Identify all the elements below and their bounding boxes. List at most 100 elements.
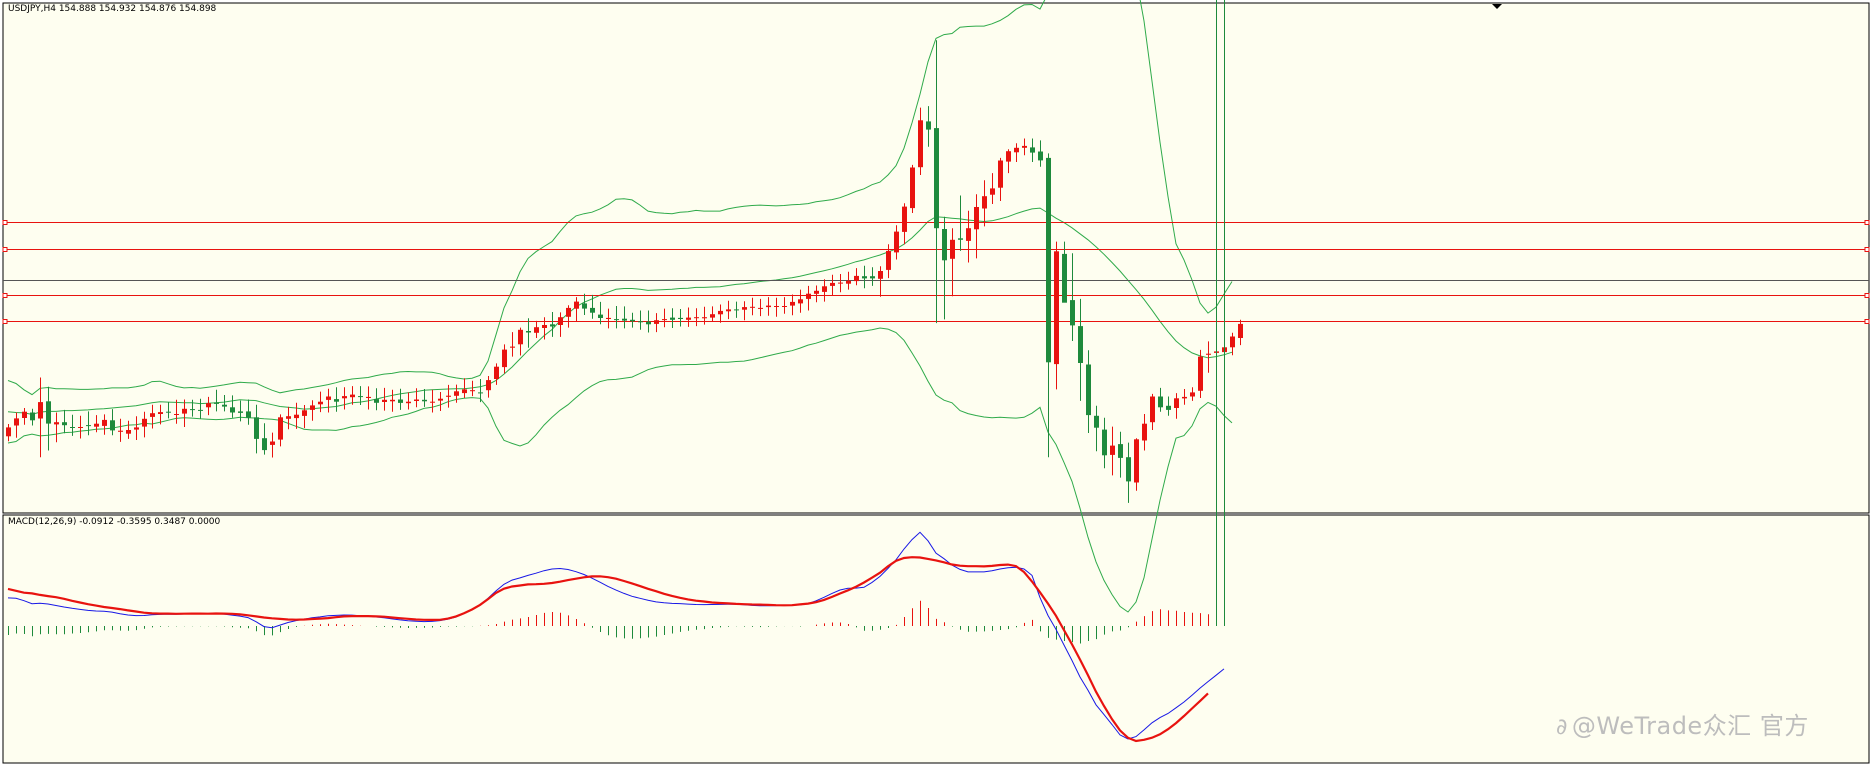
candle-body [110,420,115,431]
weibo-logo-icon: ∂ [1556,715,1568,740]
candle-body [182,408,187,414]
candle-body [502,349,507,368]
candle-body [670,317,675,320]
candle-body [702,317,707,319]
candle-body [638,321,643,323]
candle-body [582,303,587,309]
candle-body [142,418,147,427]
candle-body [654,320,659,324]
candle-body [558,317,563,325]
candle-body [38,402,43,419]
candle-body [1118,444,1123,458]
candle-body [526,331,531,333]
candle-body [406,401,411,404]
candle-body [334,399,339,402]
candle-body [574,301,579,309]
candle-body [318,401,323,405]
candle-body [1070,300,1075,326]
candle-body [894,231,899,253]
candle-body [870,276,875,279]
symbol-header: USDJPY,H4 154.888 154.932 154.876 154.89… [8,4,217,14]
level-handle-left-1[interactable] [2,220,8,225]
candle-body [94,423,99,427]
candle-body [1182,396,1187,399]
candle-body [622,318,627,321]
bollinger-upper-line [7,0,1233,396]
candle-body [718,310,723,315]
candle-body [430,401,435,403]
candle-body [470,390,475,392]
chart-shift-marker-icon[interactable] [1492,4,1502,9]
candle-body [910,167,915,209]
candle-body [214,402,219,404]
candle-body [974,207,979,230]
candle-body [878,271,883,279]
candle-body [398,399,403,403]
level-handle-right-3[interactable] [1864,293,1870,298]
candle-body [1086,364,1091,416]
level-handle-left-4[interactable] [2,319,8,324]
candle-body [830,282,835,286]
candle-body [422,399,427,402]
candle-body [758,307,763,309]
candle-body [374,399,379,403]
candle-body [1230,336,1235,348]
candle-body [54,422,59,425]
candle-body [862,276,867,279]
candle-body [606,317,611,319]
candle-body [150,413,155,417]
candle-body [766,305,771,308]
bollinger-middle-line [7,207,1233,415]
candle-body [1190,392,1195,397]
candle-body [158,412,163,414]
candle-body [798,299,803,304]
candle-body [566,307,571,317]
candle-body [838,282,843,284]
candle-body [958,238,963,240]
candle-body [70,427,75,428]
candle-body [1142,423,1147,441]
candle-body [1054,251,1059,365]
macd-signal-line [7,556,1209,743]
candle-body [630,319,635,322]
candle-body [286,416,291,419]
candle-body [518,329,523,345]
candle-body [486,380,491,391]
candle-body [782,306,787,307]
candle-body [1198,356,1203,391]
level-handle-left-3[interactable] [2,293,8,298]
candle-body [342,396,347,399]
level-handle-right-4[interactable] [1864,319,1870,324]
candle-body [790,301,795,306]
candle-body [550,324,555,327]
candle-body [206,403,211,408]
candle-body [694,317,699,319]
level-handle-right-1[interactable] [1864,220,1870,225]
candle-body [190,409,195,411]
candle-body [822,286,827,292]
level-handle-right-2[interactable] [1864,247,1870,252]
candle-body [934,128,939,229]
candle-body [590,307,595,313]
candle-body [126,430,131,434]
candle-body [678,317,683,319]
candle-body [390,399,395,402]
candle-body [230,407,235,413]
candle-body [1110,445,1115,455]
candle-body [742,307,747,310]
candle-body [454,391,459,396]
watermark: ∂ @WeTrade众汇 官方 [1556,706,1809,741]
candle-body [30,412,35,421]
candle-body [1014,147,1019,153]
candle-body [310,405,315,410]
candle-body [926,121,931,130]
candle-body [902,206,907,232]
level-handle-left-2[interactable] [2,247,8,252]
candle-body [222,404,227,407]
candle-body [1094,415,1099,428]
candle-body [686,317,691,320]
candle-body [1078,326,1083,363]
macd-header: MACD(12,26,9) -0.0912 -0.3595 0.3487 0.0… [8,517,221,527]
